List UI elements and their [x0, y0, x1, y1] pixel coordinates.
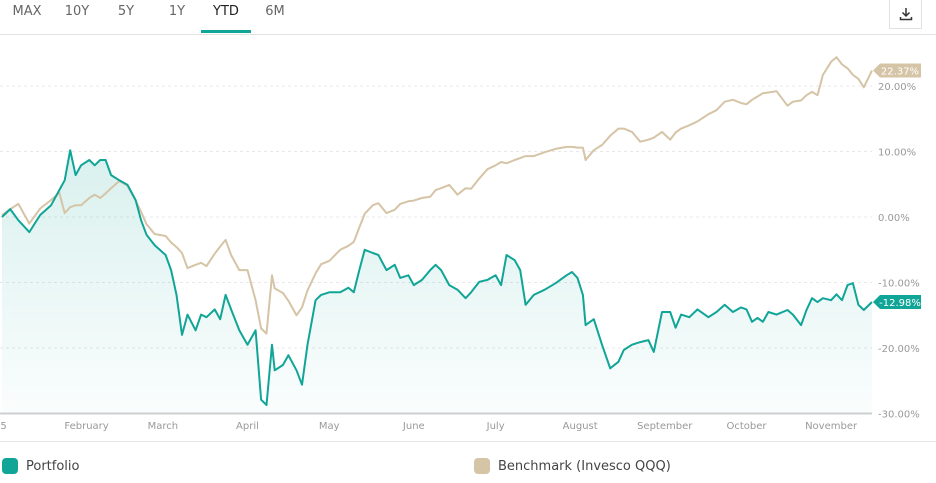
download-button[interactable] [889, 0, 922, 29]
tab-max[interactable]: MAX [12, 4, 42, 19]
portfolio-end-label-tag [873, 295, 921, 310]
y-tick-label: 20.00% [878, 82, 916, 93]
x-tick-label: September [637, 421, 693, 432]
benchmark-end-label-tag [873, 63, 921, 78]
x-tick-label: May [319, 421, 340, 432]
x-tick-label: November [805, 421, 858, 432]
y-tick-label: 10.00% [878, 148, 916, 159]
x-tick-label: 2025 [0, 421, 7, 432]
x-tick-label: July [486, 421, 505, 432]
benchmark-line [1, 56, 873, 335]
x-tick-label: February [64, 421, 108, 432]
legend-portfolio[interactable]: Portfolio [2, 458, 79, 474]
range-tabs: MAX 10Y 5Y 1Y YTD 6M [0, 0, 936, 35]
x-tick-label: October [727, 421, 768, 432]
portfolio-line [1, 149, 873, 406]
legend-label: Portfolio [26, 458, 80, 474]
y-tick-label: -10.00% [878, 279, 920, 290]
benchmark-swatch [474, 458, 490, 474]
tab-10y[interactable]: 10Y [64, 4, 90, 19]
active-tab-indicator [201, 30, 251, 33]
portfolio-end-label: -12.98% [879, 298, 921, 309]
y-tick-label: -20.00% [878, 344, 920, 355]
tab-6m[interactable]: 6M [265, 4, 285, 19]
tab-1y[interactable]: 1Y [168, 4, 186, 19]
legend-divider [0, 441, 936, 442]
y-tick-label: -30.00% [878, 410, 920, 421]
x-tick-label: March [148, 421, 178, 432]
download-icon [899, 8, 912, 21]
y-tick-label: 0.00% [878, 213, 910, 224]
portfolio-swatch [2, 458, 18, 474]
x-tick-label: August [563, 421, 598, 432]
tab-ytd[interactable]: YTD [213, 4, 239, 19]
legend-label: Benchmark (Invesco QQQ) [498, 458, 671, 474]
benchmark-end-label: 22.37% [881, 66, 919, 77]
x-tick-label: June [402, 421, 425, 432]
performance-chart: -30.00% -20.00% -10.00% 0.00% 10.00% 20.00% 2… [0, 56, 921, 432]
tab-5y[interactable]: 5Y [117, 4, 135, 19]
x-tick-label: April [236, 421, 259, 432]
legend-benchmark[interactable]: Benchmark (Invesco QQQ) [474, 458, 671, 474]
portfolio-area [2, 150, 872, 414]
